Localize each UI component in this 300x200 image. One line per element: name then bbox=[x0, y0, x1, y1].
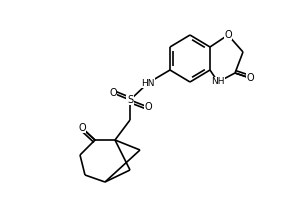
Text: O: O bbox=[246, 73, 254, 83]
Text: O: O bbox=[78, 123, 86, 133]
Text: O: O bbox=[224, 30, 232, 40]
Text: O: O bbox=[144, 102, 152, 112]
Text: NH: NH bbox=[211, 77, 225, 86]
Text: O: O bbox=[109, 88, 117, 98]
Text: S: S bbox=[127, 95, 133, 105]
Text: HN: HN bbox=[141, 78, 155, 88]
